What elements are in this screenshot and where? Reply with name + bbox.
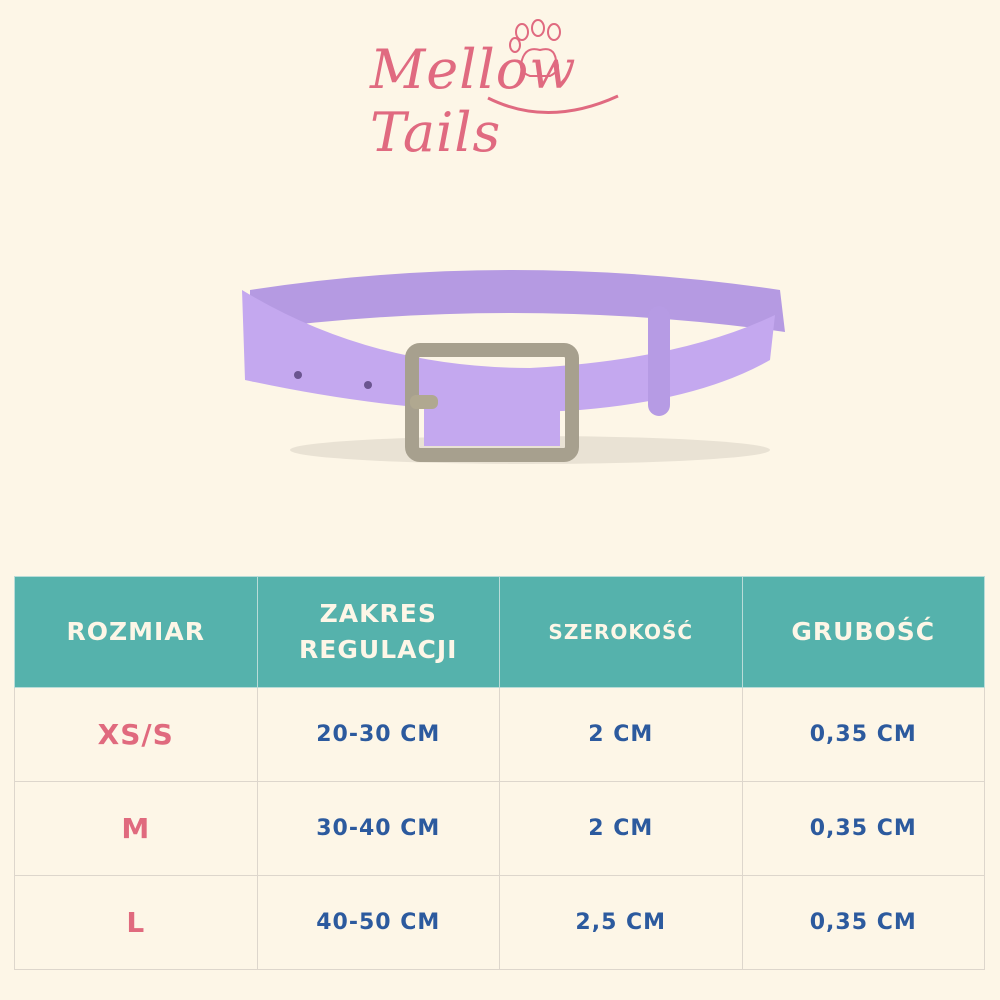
cell-size: XS/S xyxy=(14,687,258,782)
header-thickness: GRUBOŚĆ xyxy=(741,576,985,688)
cell-width: 2,5 CM xyxy=(499,875,743,970)
cell-thickness: 0,35 CM xyxy=(741,687,985,782)
header-range: ZAKRES REGULACJI xyxy=(256,576,500,688)
size-table: ROZMIAR ZAKRES REGULACJI SZEROKOŚĆ GRUBO… xyxy=(14,576,985,970)
cell-width: 2 CM xyxy=(499,781,743,876)
cell-size: M xyxy=(14,781,258,876)
table-header-row: ROZMIAR ZAKRES REGULACJI SZEROKOŚĆ GRUBO… xyxy=(14,576,985,688)
table-row: L 40-50 CM 2,5 CM 0,35 CM xyxy=(14,875,985,970)
collar-image xyxy=(242,270,785,464)
header-width: SZEROKOŚĆ xyxy=(499,576,743,688)
cell-range: 30-40 CM xyxy=(256,781,500,876)
header-size: ROZMIAR xyxy=(14,576,258,688)
table-row: M 30-40 CM 2 CM 0,35 CM xyxy=(14,781,985,876)
cell-range: 40-50 CM xyxy=(256,875,500,970)
cell-width: 2 CM xyxy=(499,687,743,782)
table-row: XS/S 20-30 CM 2 CM 0,35 CM xyxy=(14,687,985,782)
cell-size: L xyxy=(14,875,258,970)
brand-logo: Mellow Tails xyxy=(360,10,680,164)
cell-thickness: 0,35 CM xyxy=(741,781,985,876)
cell-thickness: 0,35 CM xyxy=(741,875,985,970)
cell-range: 20-30 CM xyxy=(256,687,500,782)
brand-name: Mellow Tails xyxy=(370,38,577,164)
paw-icon xyxy=(487,19,619,114)
